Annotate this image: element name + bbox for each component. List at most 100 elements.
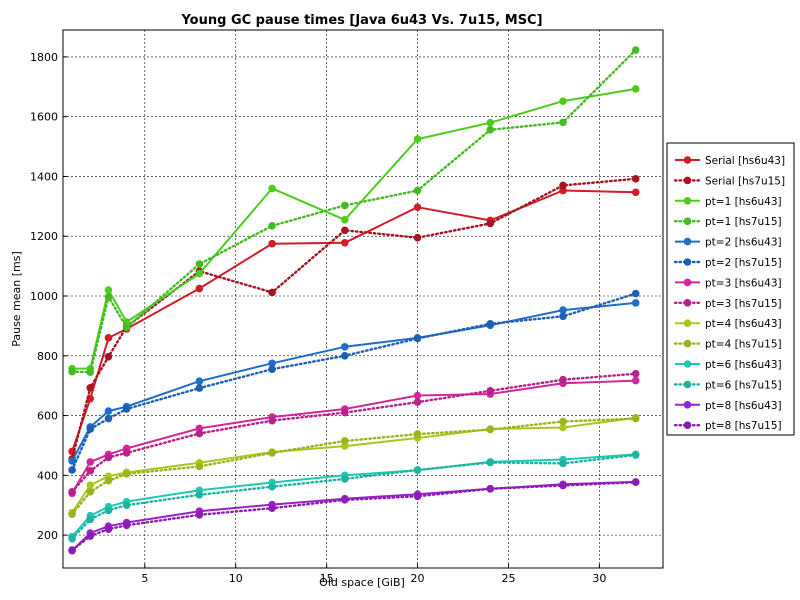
data-point — [122, 501, 131, 510]
x-tick-label: 15 — [320, 572, 334, 585]
data-point — [413, 492, 422, 501]
data-point — [195, 384, 204, 392]
data-point — [559, 97, 567, 105]
legend-label: pt=6 [hs7u15] — [705, 379, 782, 391]
tick-labels: 5 10 15 20 25 30 200 400 600 800 1000 1200 1400 1600 1… — [30, 51, 606, 585]
data-point — [559, 312, 567, 321]
legend-label: pt=4 [hs7u15] — [705, 339, 782, 351]
series-7 — [68, 369, 640, 496]
data-point — [195, 462, 204, 471]
data-point — [631, 478, 640, 487]
data-point — [195, 284, 204, 293]
data-point — [104, 334, 113, 342]
data-point — [68, 487, 76, 496]
series-9 — [68, 414, 640, 518]
x-tick-label: 5 — [141, 572, 148, 585]
data-point — [341, 226, 349, 235]
data-point — [631, 299, 640, 307]
series-13 — [68, 478, 640, 554]
series-group — [68, 46, 640, 555]
legend-item: pt=3 [hs6u43] — [675, 277, 782, 289]
data-point — [413, 334, 422, 343]
legend-swatch-marker — [683, 360, 692, 368]
x-tick-label: 10 — [229, 572, 243, 585]
data-point — [122, 323, 131, 332]
data-point — [195, 490, 204, 499]
data-point — [341, 496, 349, 504]
data-point — [631, 451, 640, 459]
data-point — [486, 484, 495, 493]
legend-swatch-marker — [683, 176, 692, 185]
y-tick-label: 400 — [37, 469, 58, 482]
data-point — [268, 288, 276, 297]
data-point — [104, 476, 113, 485]
legend-item: Serial [hs7u15] — [673, 175, 785, 187]
data-point — [268, 449, 276, 457]
data-point — [268, 504, 276, 513]
legend-label: pt=2 [hs6u43] — [705, 237, 782, 249]
data-point — [195, 429, 204, 438]
data-point — [104, 453, 113, 462]
data-point — [559, 306, 567, 314]
legend-item: pt=4 [hs6u43] — [675, 318, 782, 330]
data-point — [631, 376, 640, 385]
data-point — [68, 457, 76, 465]
y-axis-label: Pause mean [ms] — [10, 251, 23, 347]
data-point — [631, 85, 640, 93]
data-point — [631, 175, 640, 183]
y-tick-label: 1200 — [30, 230, 58, 243]
legend-label: pt=1 [hs6u43] — [705, 196, 782, 208]
data-point — [68, 534, 76, 543]
data-point — [268, 239, 276, 248]
data-point — [413, 466, 422, 474]
data-point — [341, 408, 349, 417]
data-point — [413, 233, 422, 242]
data-point — [104, 286, 113, 294]
x-tick-label: 20 — [411, 572, 425, 585]
legend-label: pt=1 [hs7u15] — [705, 216, 782, 228]
data-point — [122, 521, 131, 530]
data-point — [104, 525, 113, 533]
data-point — [341, 351, 349, 360]
data-point — [413, 391, 422, 400]
data-point — [268, 221, 276, 230]
data-point — [86, 467, 95, 475]
legend-swatch-marker — [683, 237, 692, 246]
legend-swatch-marker — [683, 421, 692, 430]
data-point — [86, 458, 95, 466]
data-point — [341, 215, 349, 224]
legend-item: pt=6 [hs7u15] — [673, 379, 782, 391]
data-point — [559, 181, 567, 190]
legend-item: pt=2 [hs6u43] — [675, 237, 782, 249]
y-tick-label: 800 — [37, 350, 58, 363]
data-point — [631, 414, 640, 423]
data-point — [559, 417, 567, 426]
legend-item: pt=2 [hs7u15] — [673, 257, 782, 269]
data-point — [104, 407, 113, 415]
data-point — [486, 118, 495, 127]
data-point — [68, 367, 76, 376]
data-point — [486, 320, 495, 328]
data-point — [68, 546, 76, 554]
plot-frame — [62, 29, 664, 569]
legend-swatch-marker — [683, 401, 692, 409]
legend-item: pt=3 [hs7u15] — [673, 298, 782, 310]
data-point — [86, 368, 95, 377]
data-point — [486, 126, 495, 134]
data-point — [341, 475, 349, 483]
data-point — [413, 398, 422, 406]
legend-item: pt=8 [hs6u43] — [675, 400, 782, 412]
series-2 — [68, 85, 640, 373]
legend-item: pt=8 [hs7u15] — [673, 420, 782, 432]
series-3 — [68, 46, 640, 377]
data-point — [122, 449, 131, 457]
data-point — [195, 377, 204, 385]
data-point — [413, 135, 422, 143]
data-point — [86, 515, 95, 524]
legend-item: Serial [hs6u43] — [675, 155, 785, 167]
x-tick-label: 25 — [501, 572, 515, 585]
legend-swatch-marker — [683, 299, 692, 307]
series-11 — [68, 451, 640, 543]
data-point — [68, 510, 76, 518]
